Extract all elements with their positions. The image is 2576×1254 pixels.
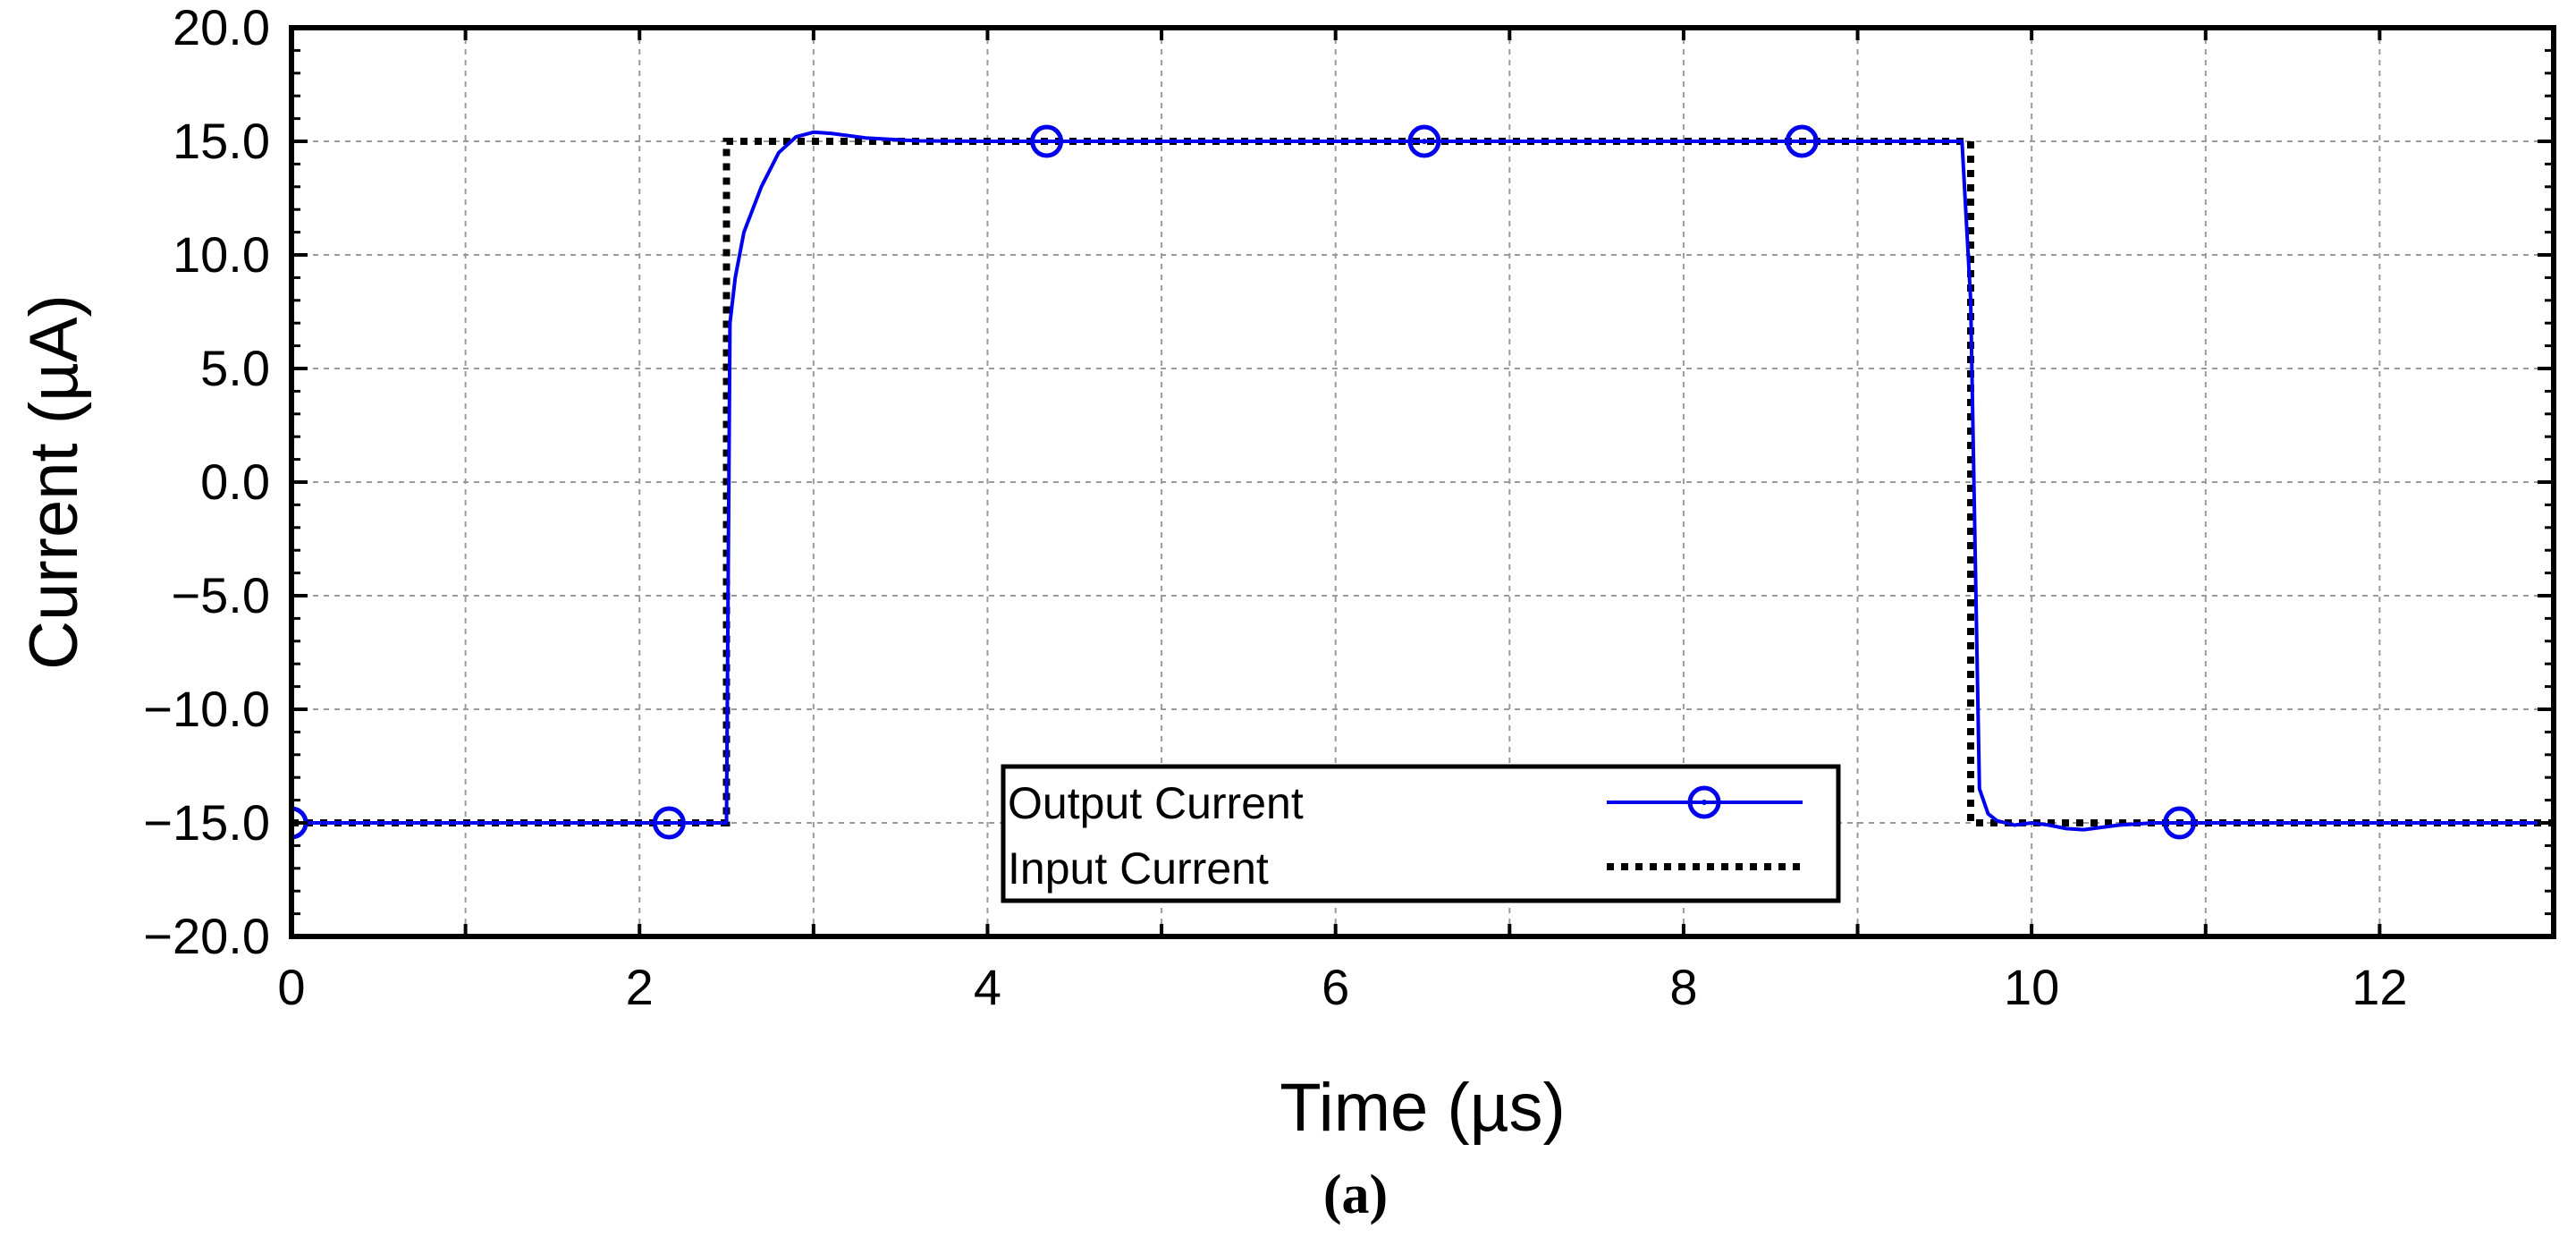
output-marker	[1785, 124, 1819, 158]
series-layer	[291, 124, 2554, 840]
legend-label-output: Output Current	[1008, 778, 1304, 828]
output-marker-dot	[1799, 139, 1805, 144]
y-tick-label: 10.0	[173, 226, 270, 283]
x-tick-label: 10	[2004, 959, 2059, 1015]
y-tick-label: −5.0	[171, 567, 270, 623]
output-marker	[652, 806, 686, 840]
x-tick-label: 0	[277, 959, 305, 1015]
figure-caption: (a)	[1323, 1165, 1388, 1225]
output-marker-dot	[666, 820, 672, 826]
y-axis-title: Current (µA)	[16, 294, 92, 670]
output-marker-dot	[1421, 139, 1427, 144]
x-tick-label: 4	[974, 959, 1001, 1015]
y-tick-label: 20.0	[173, 0, 270, 55]
output-marker-dot	[1043, 139, 1050, 144]
legend: Output Current Input Current	[1001, 764, 1841, 903]
y-tick-label: 5.0	[200, 340, 270, 396]
y-tick-label: −20.0	[143, 908, 270, 964]
legend-label-input: Input Current	[1008, 843, 1269, 894]
x-tick-label: 8	[1669, 959, 1697, 1015]
series-line-output	[291, 130, 2554, 832]
legend-marker-output	[1687, 785, 1721, 819]
output-marker	[1407, 124, 1441, 158]
y-tick-label: −15.0	[143, 794, 270, 851]
output-marker	[2163, 806, 2197, 840]
output-marker	[1030, 124, 1064, 158]
y-tick-label: −10.0	[143, 681, 270, 737]
x-tick-label: 2	[626, 959, 654, 1015]
major-ticks	[291, 28, 2554, 936]
y-tick-label: 15.0	[173, 113, 270, 169]
legend-marker-output-dot	[1702, 800, 1707, 805]
output-marker-dot	[2176, 820, 2183, 826]
tick-labels: 0 2 4 6 8 10 12 −20.0 −15.0 −10.0 −5.0 0.0 5.0 10.0 15…	[143, 0, 2407, 1015]
x-tick-label: 12	[2352, 959, 2407, 1015]
x-axis-title: Time (µs)	[1280, 1070, 1566, 1146]
x-tick-label: 6	[1322, 959, 1349, 1015]
y-tick-label: 0.0	[200, 453, 270, 510]
